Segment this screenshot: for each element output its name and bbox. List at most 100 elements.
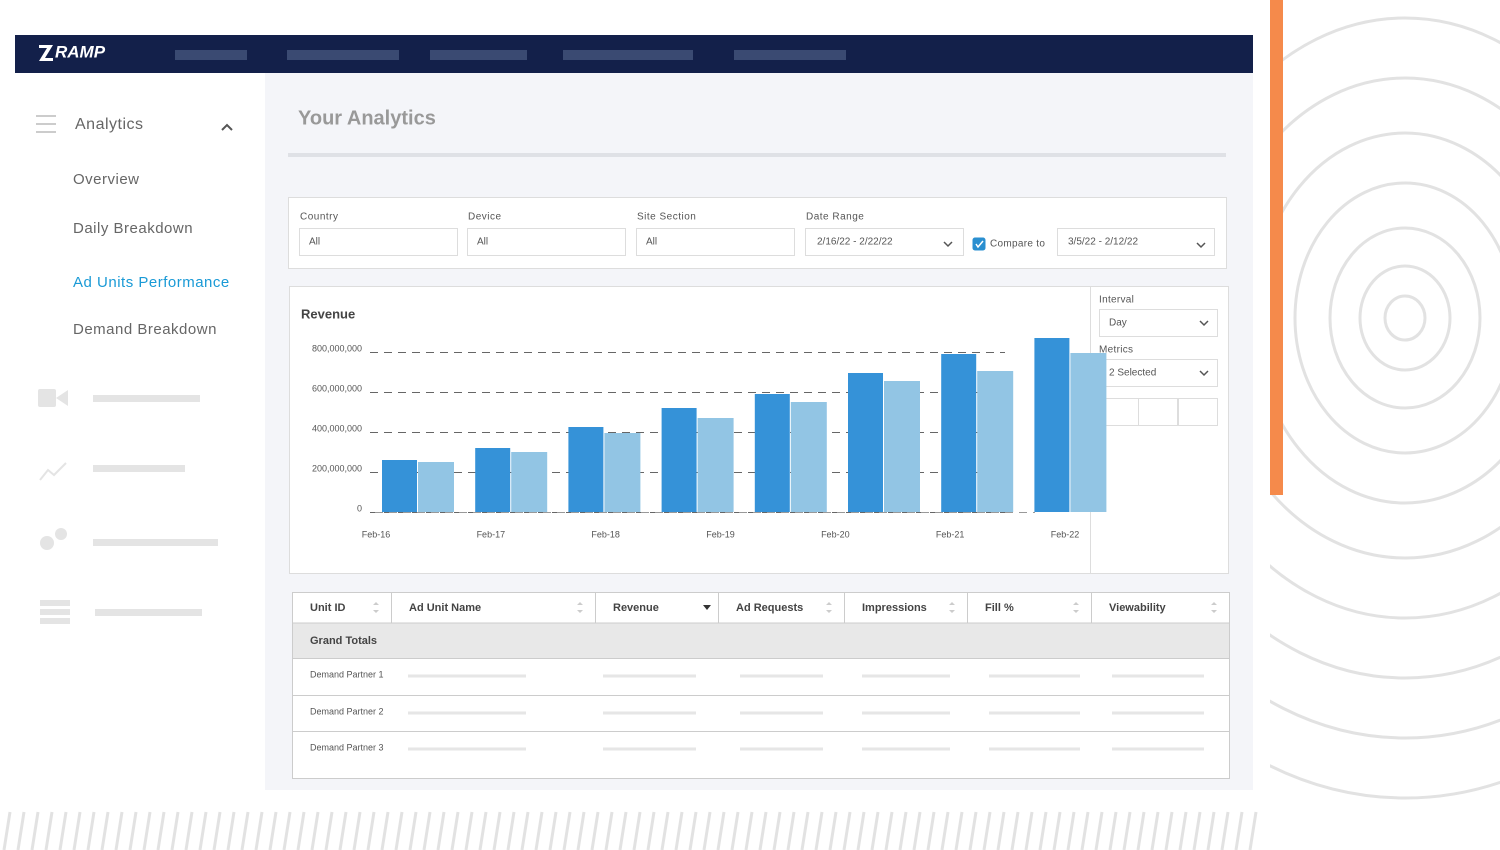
stripe xyxy=(1080,811,1090,850)
filter-input[interactable] xyxy=(636,228,795,256)
stripe xyxy=(828,811,838,850)
stripe xyxy=(128,811,138,850)
check xyxy=(975,240,984,249)
stripe xyxy=(492,811,502,850)
column-header[interactable]: Ad Requests xyxy=(736,602,803,614)
stripe xyxy=(1192,811,1202,850)
stripe xyxy=(436,811,446,850)
x-tick-label: Feb-20 xyxy=(821,529,850,539)
stripe xyxy=(674,811,684,850)
stripe xyxy=(604,811,614,850)
compare-label: Compare to xyxy=(990,239,1045,250)
filter-value: All xyxy=(309,237,320,248)
column-header[interactable]: Impressions xyxy=(862,602,927,614)
stripe xyxy=(16,811,26,850)
stripe xyxy=(786,811,796,850)
column-header[interactable]: Unit ID xyxy=(310,602,345,614)
x-tick-label: Feb-19 xyxy=(706,529,735,539)
stripe xyxy=(268,811,278,850)
column-header[interactable]: Fill % xyxy=(985,602,1014,614)
bar xyxy=(661,408,697,512)
sidebar xyxy=(15,72,265,790)
stripe xyxy=(926,811,936,850)
column-header[interactable]: Ad Unit Name xyxy=(409,602,481,614)
stripe xyxy=(1206,811,1216,850)
y-tick-label: 0 xyxy=(357,503,362,513)
bar xyxy=(475,448,511,512)
filter-input[interactable] xyxy=(299,228,458,256)
x-tick-label: Feb-17 xyxy=(477,529,506,539)
control-select[interactable] xyxy=(1099,309,1218,337)
stripe xyxy=(758,811,768,850)
sidebar-item[interactable]: Daily Breakdown xyxy=(73,220,193,237)
stripe xyxy=(646,811,656,850)
control-value: 2 Selected xyxy=(1109,368,1156,379)
stripe xyxy=(954,811,964,850)
row-label: Demand Partner 1 xyxy=(310,669,384,679)
y-tick-label: 800,000,000 xyxy=(312,343,362,353)
control-value: Day xyxy=(1109,318,1127,329)
bar xyxy=(941,354,977,512)
filter-value: 2/16/22 - 2/22/22 xyxy=(817,237,893,248)
chevron xyxy=(1199,320,1209,327)
filter-input[interactable] xyxy=(805,228,964,256)
stripe xyxy=(744,811,754,850)
chevron xyxy=(943,241,953,248)
stripe xyxy=(296,811,306,850)
control-label: Interval xyxy=(1099,295,1134,306)
stripe xyxy=(338,811,348,850)
compare-value: 3/5/22 - 2/12/22 xyxy=(1068,237,1138,248)
bar xyxy=(754,394,790,512)
stripe xyxy=(1150,811,1160,850)
row-label: Demand Partner 3 xyxy=(310,742,384,752)
stripe xyxy=(114,811,124,850)
column-header[interactable]: Viewability xyxy=(1109,602,1167,614)
control-select[interactable] xyxy=(1099,359,1218,387)
x-tick-label: Feb-16 xyxy=(362,529,391,539)
sidebar-item[interactable]: Overview xyxy=(73,171,140,188)
segment-button[interactable] xyxy=(1178,398,1218,426)
filter-label: Device xyxy=(468,212,502,223)
bar xyxy=(1070,353,1107,512)
collapse-icon[interactable] xyxy=(221,123,233,131)
menu-icon xyxy=(36,115,56,133)
stripe xyxy=(534,811,544,850)
sidebar-item[interactable]: Demand Breakdown xyxy=(73,321,217,338)
stripe xyxy=(884,811,894,850)
column-header[interactable]: Revenue xyxy=(613,602,659,614)
compare-input[interactable] xyxy=(1057,228,1215,256)
stripe xyxy=(254,811,264,850)
stripe xyxy=(1220,811,1230,850)
stripe xyxy=(590,811,600,850)
stripe xyxy=(240,811,250,850)
stripe xyxy=(184,811,194,850)
stripe xyxy=(156,811,166,850)
chevron xyxy=(1196,242,1206,249)
filter-input[interactable] xyxy=(467,228,626,256)
checkbox[interactable] xyxy=(972,237,986,251)
stripe xyxy=(1066,811,1076,850)
stripe xyxy=(856,811,866,850)
x-tick-label: Feb-22 xyxy=(1051,529,1080,539)
stripe xyxy=(142,811,152,850)
stripe xyxy=(422,811,432,850)
stripe xyxy=(1248,811,1258,850)
segment-button[interactable] xyxy=(1138,398,1178,426)
stripe xyxy=(478,811,488,850)
stripe xyxy=(982,811,992,850)
chart-title: Revenue xyxy=(301,306,355,321)
stripe xyxy=(30,811,40,850)
bar xyxy=(511,452,548,512)
stripe xyxy=(1038,811,1048,850)
y-tick-label: 600,000,000 xyxy=(312,383,362,393)
sort-icon xyxy=(703,605,711,610)
bar xyxy=(568,427,604,512)
stripe xyxy=(450,811,460,850)
stripe xyxy=(352,811,362,850)
stripe xyxy=(618,811,628,850)
sort-icon xyxy=(1073,602,1079,613)
stripe xyxy=(814,811,824,850)
sidebar-item[interactable]: Ad Units Performance xyxy=(73,274,230,291)
stripe xyxy=(1164,811,1174,850)
